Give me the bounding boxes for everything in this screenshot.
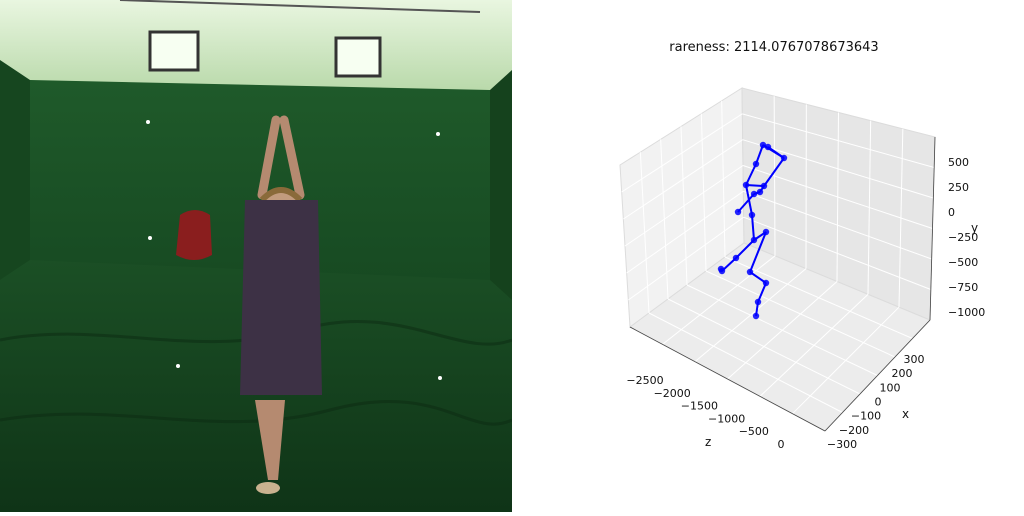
x-tick-label: 100: [880, 381, 901, 394]
y-tick-label: −500: [948, 256, 978, 269]
skeleton-joint: [755, 299, 761, 305]
z-axis-label: z: [705, 435, 711, 449]
z-tick-label: −2000: [654, 387, 691, 400]
skeleton-joint: [761, 183, 767, 189]
ceiling: [0, 0, 512, 95]
skeleton-joint: [763, 229, 769, 235]
chart-title: rareness: 2114.0767078673643: [669, 40, 878, 55]
skeleton-joint: [753, 161, 759, 167]
y-tick-label: −1000: [948, 306, 985, 319]
skeleton-joint: [743, 182, 749, 188]
skeleton-joint: [733, 255, 739, 261]
x-tick-label: −200: [839, 424, 869, 437]
right-wall: [490, 70, 512, 300]
studio-photo: [0, 0, 512, 512]
skeleton-joint: [751, 237, 757, 243]
skeleton-joint: [735, 209, 741, 215]
z-tick-label: 0: [778, 438, 785, 451]
y-tick-label: 250: [948, 181, 969, 194]
skeleton-joint: [749, 212, 755, 218]
skeleton-joint: [751, 191, 757, 197]
red-chair: [176, 210, 212, 260]
x-tick-label: 300: [904, 353, 925, 366]
x-tick-label: 0: [875, 396, 882, 409]
x-tick-label: −300: [827, 438, 857, 451]
skeleton-joint: [781, 155, 787, 161]
skeleton-joint: [718, 266, 724, 272]
x-axis-label: x: [902, 407, 909, 421]
skeleton-joint: [747, 269, 753, 275]
pose-3d-plot: rareness: 2114.0767078673643 −2500−2000−…: [512, 0, 1024, 512]
y-tick-label: 500: [948, 156, 969, 169]
z-tick-label: −500: [739, 425, 769, 438]
photo-drawing: [0, 0, 512, 512]
x-tick-label: 200: [892, 367, 913, 380]
z-tick-label: −1000: [708, 412, 745, 425]
y-axis-label: y: [971, 221, 978, 235]
left-wall: [0, 60, 30, 280]
studio-light-right: [336, 38, 380, 76]
skeleton-joint: [753, 313, 759, 319]
skeleton-joint: [757, 189, 763, 195]
studio-light-left: [150, 32, 198, 70]
z-tick-label: −1500: [681, 400, 718, 413]
skeleton-joint: [763, 280, 769, 286]
z-tick-label: −2500: [626, 374, 663, 387]
y-tick-label: 0: [948, 206, 955, 219]
skeleton-joint: [765, 144, 771, 150]
y-tick-label: −750: [948, 281, 978, 294]
plot-svg: rareness: 2114.0767078673643 −2500−2000−…: [512, 0, 1024, 512]
x-tick-label: −100: [851, 410, 881, 423]
